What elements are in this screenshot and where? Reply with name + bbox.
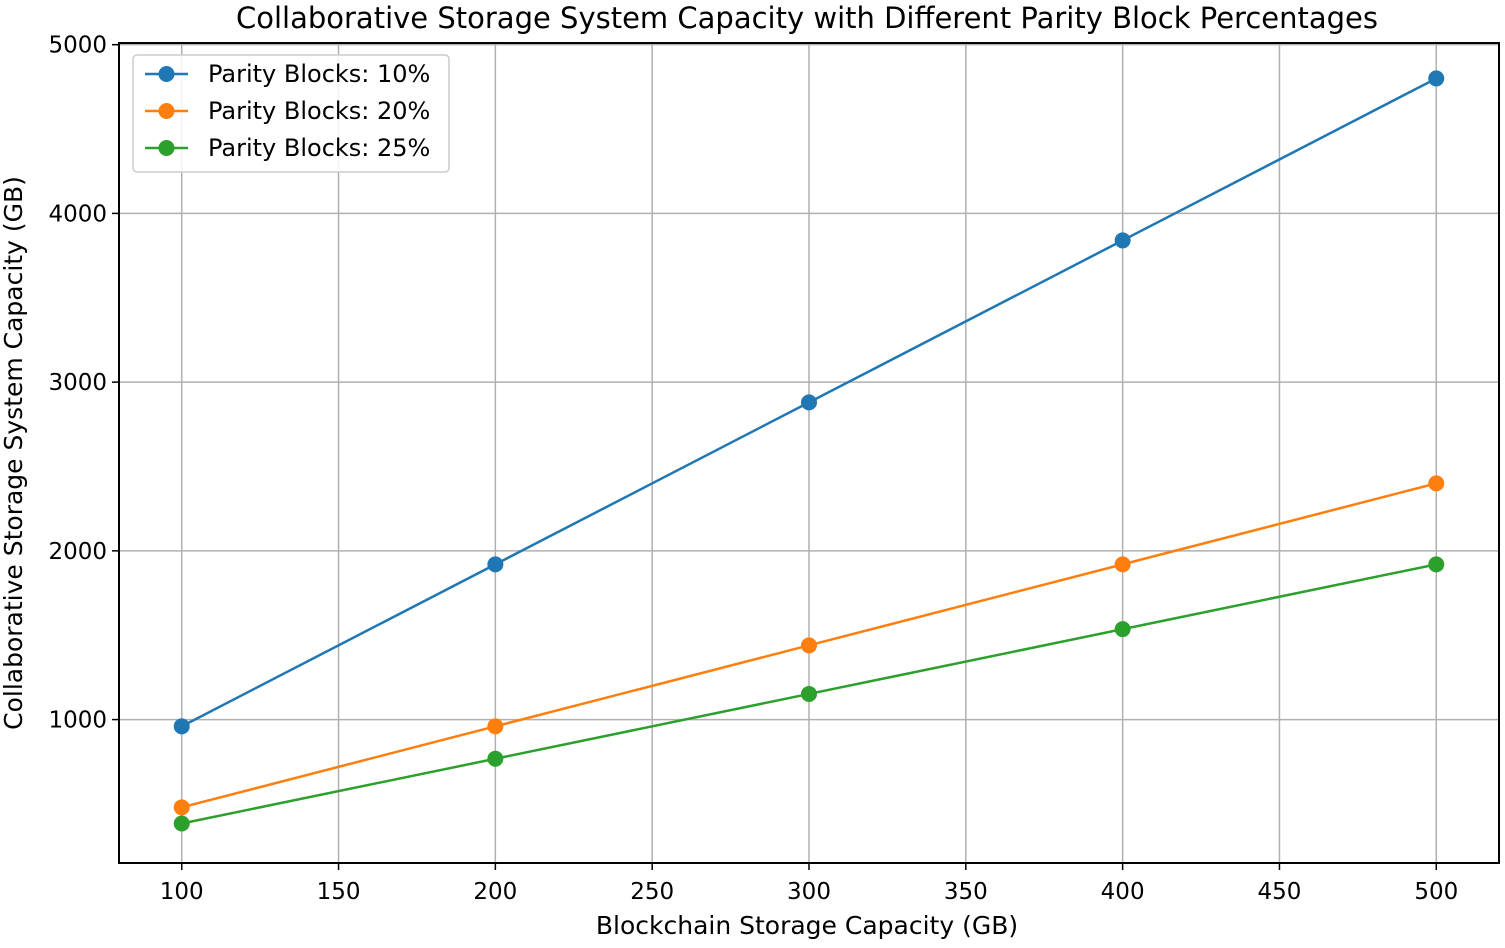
data-point bbox=[1428, 70, 1445, 87]
legend-items: Parity Blocks: 10% Parity Blocks: 20% Pari… bbox=[145, 60, 430, 162]
data-point bbox=[1114, 621, 1131, 638]
x-tick-label: 350 bbox=[944, 879, 988, 905]
data-point bbox=[1114, 232, 1131, 249]
y-axis-ticks: 1000 2000 3000 4000 5000 bbox=[48, 33, 119, 734]
data-point bbox=[487, 718, 504, 735]
data-point bbox=[1114, 556, 1131, 573]
data-point bbox=[801, 637, 817, 654]
legend-marker bbox=[158, 66, 175, 82]
x-tick-label: 150 bbox=[317, 879, 361, 905]
series-group bbox=[173, 70, 1445, 832]
x-tick-label: 250 bbox=[630, 879, 674, 905]
y-tick-label: 3000 bbox=[48, 370, 107, 396]
data-point bbox=[173, 815, 190, 832]
legend-item: Parity Blocks: 10% bbox=[145, 60, 430, 88]
legend-item: Parity Blocks: 25% bbox=[145, 134, 430, 162]
y-tick-label: 1000 bbox=[48, 708, 107, 734]
x-tick-label: 200 bbox=[473, 879, 517, 905]
x-tick-label: 500 bbox=[1414, 879, 1458, 905]
legend-label: Parity Blocks: 25% bbox=[208, 134, 430, 162]
series-10-percent bbox=[173, 70, 1445, 735]
legend-marker bbox=[158, 140, 175, 156]
legend-item: Parity Blocks: 20% bbox=[145, 97, 430, 125]
y-axis-label: Collaborative Storage System Capacity (G… bbox=[0, 176, 28, 730]
y-tick-label: 4000 bbox=[48, 201, 107, 227]
data-point bbox=[487, 750, 504, 767]
series-25-percent bbox=[173, 556, 1445, 832]
x-tick-label: 300 bbox=[787, 879, 831, 905]
y-tick-label: 5000 bbox=[48, 33, 107, 59]
chart-title: Collaborative Storage System Capacity wi… bbox=[236, 1, 1378, 35]
data-point bbox=[801, 394, 817, 411]
data-point bbox=[487, 556, 504, 573]
series-20-percent bbox=[173, 475, 1445, 816]
legend-label: Parity Blocks: 20% bbox=[208, 97, 430, 125]
x-tick-label: 450 bbox=[1258, 879, 1302, 905]
y-tick-label: 2000 bbox=[48, 539, 107, 565]
data-point bbox=[801, 685, 817, 702]
data-point bbox=[1428, 556, 1445, 573]
legend: Parity Blocks: 10% Parity Blocks: 20% Pari… bbox=[132, 54, 450, 173]
grid bbox=[119, 43, 1499, 863]
x-axis-ticks: 100 150 200 250 300 350 400 450 500 bbox=[160, 863, 1458, 905]
data-point bbox=[173, 799, 190, 816]
x-tick-label: 400 bbox=[1101, 879, 1145, 905]
data-point bbox=[1428, 475, 1445, 492]
legend-box bbox=[132, 54, 450, 173]
legend-label: Parity Blocks: 10% bbox=[208, 60, 430, 88]
x-tick-label: 100 bbox=[160, 879, 204, 905]
legend-marker bbox=[158, 103, 175, 119]
x-axis-label: Blockchain Storage Capacity (GB) bbox=[596, 911, 1018, 940]
data-point bbox=[173, 718, 190, 735]
